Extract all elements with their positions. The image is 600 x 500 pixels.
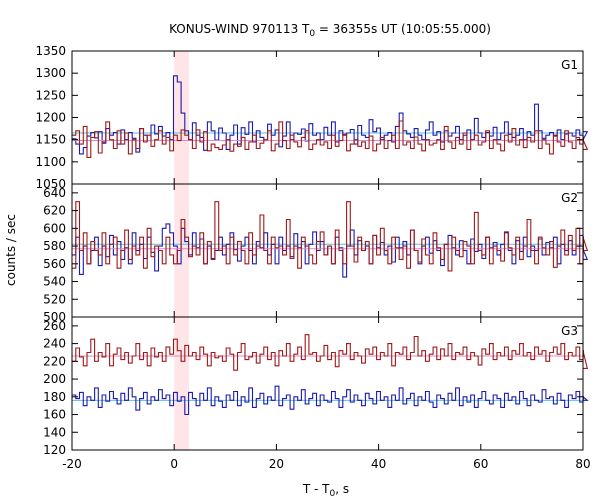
y-tick-label: 180 bbox=[43, 390, 66, 404]
panel-g1: 1050 1100 1150 1200 1250 1300 1350 G1 bbox=[35, 44, 589, 191]
series-blue-g3 bbox=[72, 385, 589, 416]
x-tick-label: 60 bbox=[473, 457, 488, 471]
y-tick-label: 260 bbox=[43, 319, 66, 333]
panel-g2: 500 520 540 560 580 600 620 640 G2 bbox=[43, 183, 589, 324]
y-tick-label: 1200 bbox=[35, 111, 66, 125]
y-tick-label: 1250 bbox=[35, 88, 66, 102]
y-tick-label: 220 bbox=[43, 354, 66, 368]
y-tick-label: 620 bbox=[43, 204, 66, 218]
panel-frame bbox=[71, 50, 584, 185]
x-axis-label: T - T0, s bbox=[302, 482, 349, 499]
y-tick-label: 1100 bbox=[35, 155, 66, 169]
panel-g3: 120 140 160 180 200 220 240 260 G3 bbox=[43, 316, 589, 457]
y-tick-label: 500 bbox=[43, 310, 66, 324]
x-tick-label: 80 bbox=[575, 457, 590, 471]
y-tick-label: 540 bbox=[43, 275, 66, 289]
x-tick-label: 40 bbox=[371, 457, 386, 471]
y-tick-label: 140 bbox=[43, 425, 66, 439]
y-tick-label: 120 bbox=[43, 443, 66, 457]
x-tick-label: 0 bbox=[170, 457, 178, 471]
series-red-g2 bbox=[72, 201, 589, 272]
series-red-g1 bbox=[72, 120, 589, 158]
series-red-g3 bbox=[72, 334, 588, 371]
y-tick-label: 1350 bbox=[35, 44, 66, 58]
y-tick-label: 240 bbox=[43, 337, 66, 351]
y-axis-label: counts / sec bbox=[4, 214, 18, 286]
panel-label: G2 bbox=[561, 191, 578, 205]
y-tick-label: 520 bbox=[43, 292, 66, 306]
y-tick-label: 1300 bbox=[35, 66, 66, 80]
y-tick-label: 580 bbox=[43, 239, 66, 253]
x-tick-label: -20 bbox=[62, 457, 82, 471]
series-blue-g2 bbox=[72, 223, 589, 278]
chart-title: KONUS-WIND 970113 T0 = 36355s UT (10:05:… bbox=[169, 22, 491, 39]
y-tick-label: 160 bbox=[43, 408, 66, 422]
series-blue-g1 bbox=[72, 75, 589, 155]
y-tick-label: 1150 bbox=[35, 133, 66, 147]
y-tick-label: 640 bbox=[43, 186, 66, 200]
y-tick-label: 200 bbox=[43, 372, 66, 386]
panel-label: G1 bbox=[561, 58, 578, 72]
x-tick-label: 20 bbox=[269, 457, 284, 471]
y-tick-label: 1050 bbox=[35, 177, 66, 191]
panel-frame bbox=[71, 316, 584, 451]
panel-label: G3 bbox=[561, 324, 578, 338]
y-tick-label: 600 bbox=[43, 221, 66, 235]
y-tick-label: 560 bbox=[43, 257, 66, 271]
